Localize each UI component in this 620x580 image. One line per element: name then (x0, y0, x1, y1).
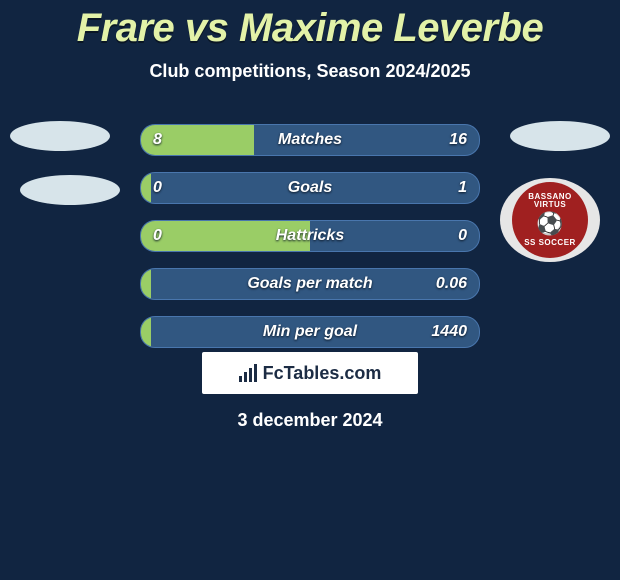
stat-value-right: 16 (449, 125, 467, 155)
stat-label: Matches (141, 125, 479, 155)
footer: FcTables.com 3 december 2024 (0, 352, 620, 431)
stat-row: 8Matches16 (140, 124, 480, 156)
stat-value-right: 0 (458, 221, 467, 251)
stat-value-right: 1440 (431, 317, 467, 347)
stat-label: Hattricks (141, 221, 479, 251)
brand-badge[interactable]: FcTables.com (202, 352, 418, 394)
stat-row: Min per goal1440 (140, 316, 480, 348)
generated-date: 3 december 2024 (237, 410, 382, 431)
stat-value-right: 1 (458, 173, 467, 203)
player-left-avatar (10, 121, 110, 151)
stat-label: Goals per match (141, 269, 479, 299)
stat-label: Goals (141, 173, 479, 203)
stat-value-right: 0.06 (436, 269, 467, 299)
club-seal-inner: BASSANO VIRTUS ⚽ SS SOCCER (512, 182, 588, 258)
page-title: Frare vs Maxime Leverbe (0, 0, 620, 51)
brand-text: FcTables.com (263, 363, 382, 384)
seal-line-2: VIRTUS (534, 201, 566, 209)
page-subtitle: Club competitions, Season 2024/2025 (0, 61, 620, 82)
stats-container: 8Matches160Goals10Hattricks0Goals per ma… (140, 124, 480, 364)
stat-row: Goals per match0.06 (140, 268, 480, 300)
player-left-avatar-2 (20, 175, 120, 205)
stat-label: Min per goal (141, 317, 479, 347)
stat-row: 0Hattricks0 (140, 220, 480, 252)
player-right-avatar (510, 121, 610, 151)
seal-line-3: SS SOCCER (524, 239, 576, 247)
club-seal: BASSANO VIRTUS ⚽ SS SOCCER (500, 178, 600, 262)
club-crest-icon: ⚽ (536, 211, 563, 237)
bar-chart-icon (239, 364, 257, 382)
stat-row: 0Goals1 (140, 172, 480, 204)
comparison-card: Frare vs Maxime Leverbe Club competition… (0, 0, 620, 580)
